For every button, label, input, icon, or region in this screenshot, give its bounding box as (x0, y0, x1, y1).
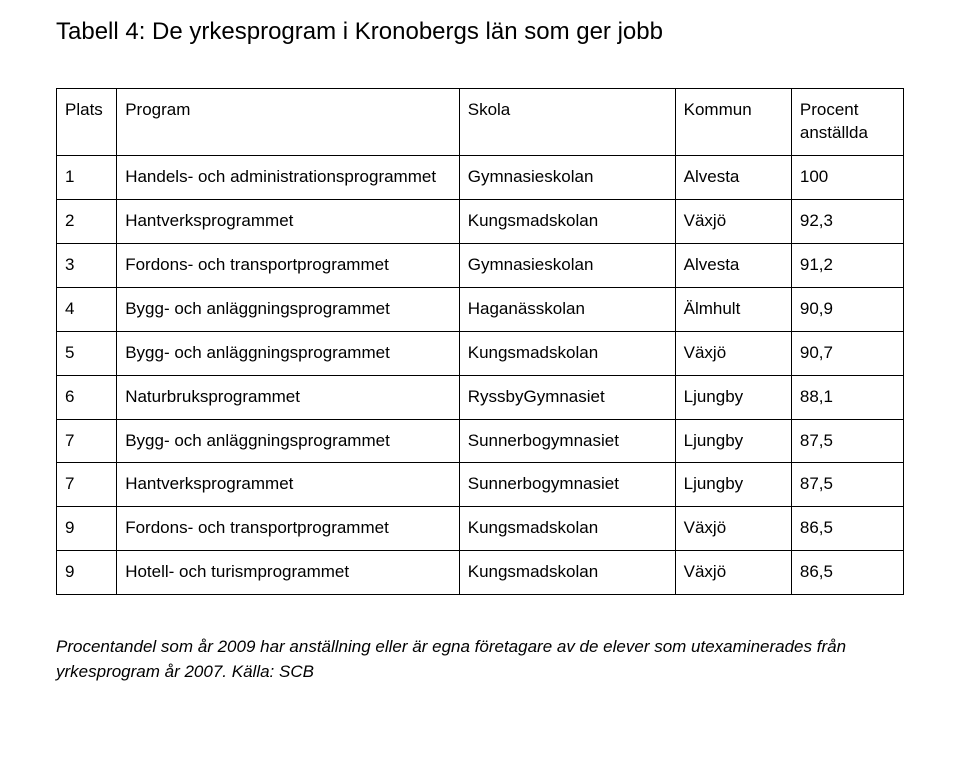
cell-program: Fordons- och transportprogrammet (117, 507, 460, 551)
cell-skola: Kungsmadskolan (459, 551, 675, 595)
document-page: Tabell 4: De yrkesprogram i Kronobergs l… (0, 0, 960, 762)
cell-kommun: Växjö (675, 551, 791, 595)
cell-skola: Gymnasieskolan (459, 155, 675, 199)
cell-procent: 100 (791, 155, 903, 199)
table-row: 3 Fordons- och transportprogrammet Gymna… (57, 243, 904, 287)
cell-plats: 3 (57, 243, 117, 287)
cell-plats: 5 (57, 331, 117, 375)
cell-skola: Kungsmadskolan (459, 199, 675, 243)
table-row: 7 Hantverksprogrammet Sunnerbogymnasiet … (57, 463, 904, 507)
cell-program: Bygg- och anläggningsprogrammet (117, 419, 460, 463)
table-row: 4 Bygg- och anläggningsprogrammet Haganä… (57, 287, 904, 331)
cell-kommun: Ljungby (675, 463, 791, 507)
cell-skola: RyssbyGymnasiet (459, 375, 675, 419)
cell-procent: 90,9 (791, 287, 903, 331)
table-row: 9 Hotell- och turismprogrammet Kungsmads… (57, 551, 904, 595)
cell-plats: 6 (57, 375, 117, 419)
cell-skola: Kungsmadskolan (459, 507, 675, 551)
table-row: 9 Fordons- och transportprogrammet Kungs… (57, 507, 904, 551)
cell-procent: 88,1 (791, 375, 903, 419)
cell-kommun: Växjö (675, 199, 791, 243)
cell-plats: 2 (57, 199, 117, 243)
table-header-row: Plats Program Skola Kommun Procent anstä… (57, 89, 904, 156)
cell-skola: Kungsmadskolan (459, 331, 675, 375)
data-table: Plats Program Skola Kommun Procent anstä… (56, 88, 904, 595)
cell-procent: 87,5 (791, 463, 903, 507)
cell-program: Bygg- och anläggningsprogrammet (117, 331, 460, 375)
cell-plats: 7 (57, 419, 117, 463)
table-title: Tabell 4: De yrkesprogram i Kronobergs l… (56, 18, 904, 46)
table-row: 7 Bygg- och anläggningsprogrammet Sunner… (57, 419, 904, 463)
cell-kommun: Ljungby (675, 375, 791, 419)
cell-kommun: Älmhult (675, 287, 791, 331)
table-body: 1 Handels- och administrationsprogrammet… (57, 155, 904, 594)
table-row: 6 Naturbruksprogrammet RyssbyGymnasiet L… (57, 375, 904, 419)
table-row: 2 Hantverksprogrammet Kungsmadskolan Väx… (57, 199, 904, 243)
col-header-skola: Skola (459, 89, 675, 156)
cell-program: Fordons- och transportprogrammet (117, 243, 460, 287)
cell-plats: 9 (57, 507, 117, 551)
cell-procent: 92,3 (791, 199, 903, 243)
cell-skola: Haganässkolan (459, 287, 675, 331)
cell-skola: Sunnerbogymnasiet (459, 419, 675, 463)
cell-skola: Gymnasieskolan (459, 243, 675, 287)
cell-program: Hantverksprogrammet (117, 199, 460, 243)
cell-program: Handels- och administrationsprogrammet (117, 155, 460, 199)
cell-plats: 1 (57, 155, 117, 199)
col-header-kommun: Kommun (675, 89, 791, 156)
col-header-program: Program (117, 89, 460, 156)
cell-procent: 90,7 (791, 331, 903, 375)
cell-plats: 4 (57, 287, 117, 331)
cell-kommun: Växjö (675, 507, 791, 551)
cell-kommun: Ljungby (675, 419, 791, 463)
cell-kommun: Växjö (675, 331, 791, 375)
cell-program: Bygg- och anläggningsprogrammet (117, 287, 460, 331)
cell-program: Naturbruksprogrammet (117, 375, 460, 419)
col-header-procent: Procent anställda (791, 89, 903, 156)
cell-procent: 86,5 (791, 551, 903, 595)
cell-plats: 9 (57, 551, 117, 595)
cell-skola: Sunnerbogymnasiet (459, 463, 675, 507)
cell-procent: 86,5 (791, 507, 903, 551)
col-header-plats: Plats (57, 89, 117, 156)
table-row: 1 Handels- och administrationsprogrammet… (57, 155, 904, 199)
cell-plats: 7 (57, 463, 117, 507)
cell-kommun: Alvesta (675, 155, 791, 199)
cell-procent: 91,2 (791, 243, 903, 287)
table-caption: Procentandel som år 2009 har anställning… (56, 635, 904, 684)
cell-program: Hotell- och turismprogrammet (117, 551, 460, 595)
table-row: 5 Bygg- och anläggningsprogrammet Kungsm… (57, 331, 904, 375)
cell-procent: 87,5 (791, 419, 903, 463)
cell-program: Hantverksprogrammet (117, 463, 460, 507)
cell-kommun: Alvesta (675, 243, 791, 287)
